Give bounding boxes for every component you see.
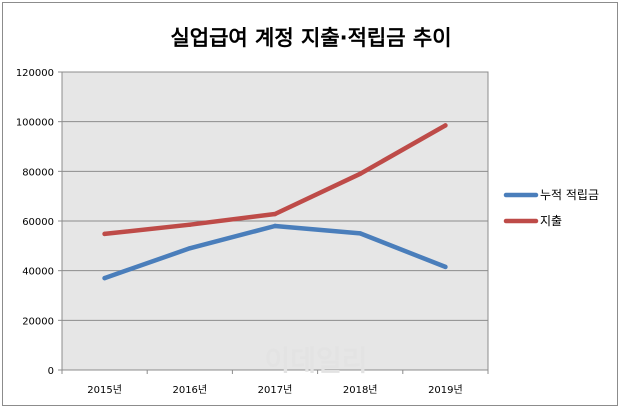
- data-point: [358, 231, 363, 236]
- watermark-text: 이데일리: [264, 344, 367, 377]
- gridlines: [62, 121, 488, 321]
- data-point: [272, 223, 278, 229]
- series-lines: [102, 123, 448, 281]
- y-tick-label: 0: [48, 366, 54, 377]
- data-point: [443, 123, 448, 128]
- data-point: [272, 211, 278, 217]
- y-tick-label: 20000: [22, 316, 54, 327]
- legend-label: 누적 적립금: [540, 188, 599, 202]
- y-tick-label: 100000: [16, 118, 54, 129]
- line-chart: 실업급여 계정 지출·적립금 추이 0 20000 40000 60000 80000 1…: [16, 26, 599, 396]
- x-tick-label: 2017년: [258, 384, 293, 396]
- data-point: [187, 222, 192, 227]
- y-tick-label: 80000: [22, 167, 54, 178]
- data-point: [443, 264, 448, 270]
- y-axis-ticks: 0 20000 40000 60000 80000 100000 120000: [16, 68, 62, 377]
- data-point: [187, 246, 192, 251]
- y-tick-label: 40000: [22, 267, 54, 278]
- chart-frame: 실업급여 계정 지출·적립금 추이 0 20000 40000 60000 80000 1…: [2, 2, 618, 406]
- data-point: [358, 171, 363, 177]
- x-tick-label: 2018년: [343, 384, 378, 396]
- data-point: [102, 275, 107, 281]
- x-tick-label: 2019년: [428, 384, 463, 396]
- chart-title: 실업급여 계정 지출·적립금 추이: [170, 26, 451, 50]
- data-point: [102, 231, 107, 237]
- x-tick-label: 2015년: [87, 384, 122, 396]
- x-tick-label: 2016년: [172, 384, 207, 396]
- y-tick-label: 60000: [22, 217, 54, 228]
- x-axis-ticks: 2015년 2016년 2017년 2018년 2019년: [61, 370, 489, 396]
- y-tick-label: 120000: [16, 68, 54, 79]
- legend-label: 지출: [540, 214, 562, 228]
